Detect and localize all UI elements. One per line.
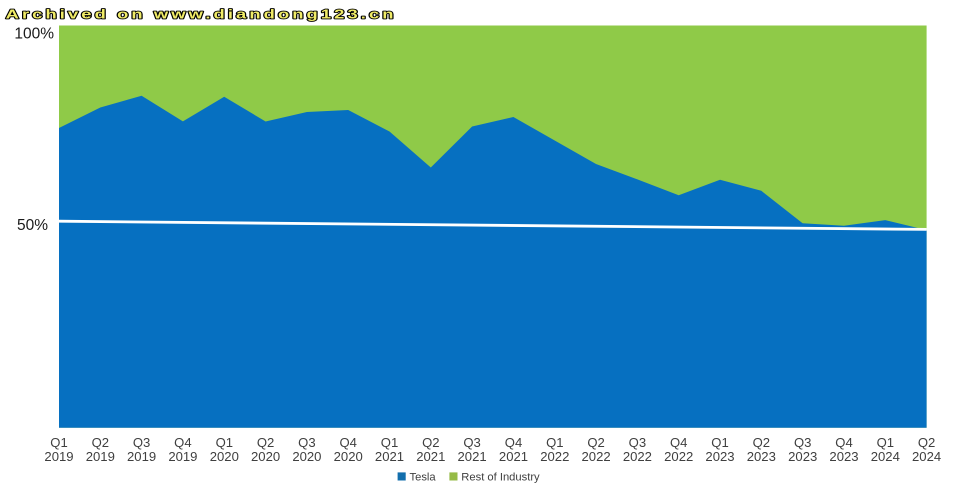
svg-text:2022: 2022 — [582, 449, 611, 464]
svg-text:2019: 2019 — [86, 449, 115, 464]
svg-text:2023: 2023 — [829, 449, 858, 464]
svg-text:2020: 2020 — [292, 449, 321, 464]
svg-text:Q2: Q2 — [753, 435, 770, 450]
svg-text:2022: 2022 — [540, 449, 569, 464]
svg-text:Q2: Q2 — [257, 435, 274, 450]
svg-text:Q4: Q4 — [174, 435, 191, 450]
svg-text:2021: 2021 — [416, 449, 445, 464]
svg-text:2021: 2021 — [458, 449, 487, 464]
svg-text:Q1: Q1 — [877, 435, 894, 450]
svg-text:Q2: Q2 — [918, 435, 935, 450]
svg-text:Tesla: Tesla — [410, 472, 437, 484]
svg-text:Q3: Q3 — [629, 435, 646, 450]
svg-text:Archived on www.diandong123.cn: Archived on www.diandong123.cn — [6, 6, 397, 21]
svg-text:2023: 2023 — [747, 449, 776, 464]
svg-text:2022: 2022 — [623, 449, 652, 464]
svg-text:Q1: Q1 — [546, 435, 563, 450]
svg-text:2020: 2020 — [210, 449, 239, 464]
svg-text:Rest of Industry: Rest of Industry — [461, 472, 540, 484]
svg-text:Q2: Q2 — [92, 435, 109, 450]
svg-text:Q1: Q1 — [711, 435, 728, 450]
svg-text:Q4: Q4 — [505, 435, 522, 450]
svg-text:2023: 2023 — [788, 449, 817, 464]
svg-text:2023: 2023 — [705, 449, 734, 464]
svg-text:2019: 2019 — [44, 449, 73, 464]
svg-text:Q3: Q3 — [298, 435, 315, 450]
svg-text:Q4: Q4 — [339, 435, 356, 450]
svg-text:Q1: Q1 — [50, 435, 67, 450]
svg-text:Q4: Q4 — [670, 435, 687, 450]
svg-text:2021: 2021 — [499, 449, 528, 464]
svg-text:50%: 50% — [17, 217, 48, 234]
svg-text:Q2: Q2 — [587, 435, 604, 450]
svg-text:Q3: Q3 — [794, 435, 811, 450]
svg-text:2022: 2022 — [664, 449, 693, 464]
svg-text:100%: 100% — [14, 25, 54, 42]
svg-text:2019: 2019 — [127, 449, 156, 464]
svg-text:Q2: Q2 — [422, 435, 439, 450]
svg-text:2024: 2024 — [871, 449, 900, 464]
svg-text:2020: 2020 — [251, 449, 280, 464]
svg-text:2021: 2021 — [375, 449, 404, 464]
svg-text:Q3: Q3 — [133, 435, 150, 450]
svg-text:Q3: Q3 — [463, 435, 480, 450]
svg-text:Q4: Q4 — [835, 435, 852, 450]
svg-text:2024: 2024 — [912, 449, 941, 464]
svg-text:2019: 2019 — [168, 449, 197, 464]
svg-text:Q1: Q1 — [216, 435, 233, 450]
svg-text:2020: 2020 — [334, 449, 363, 464]
svg-text:Q1: Q1 — [381, 435, 398, 450]
